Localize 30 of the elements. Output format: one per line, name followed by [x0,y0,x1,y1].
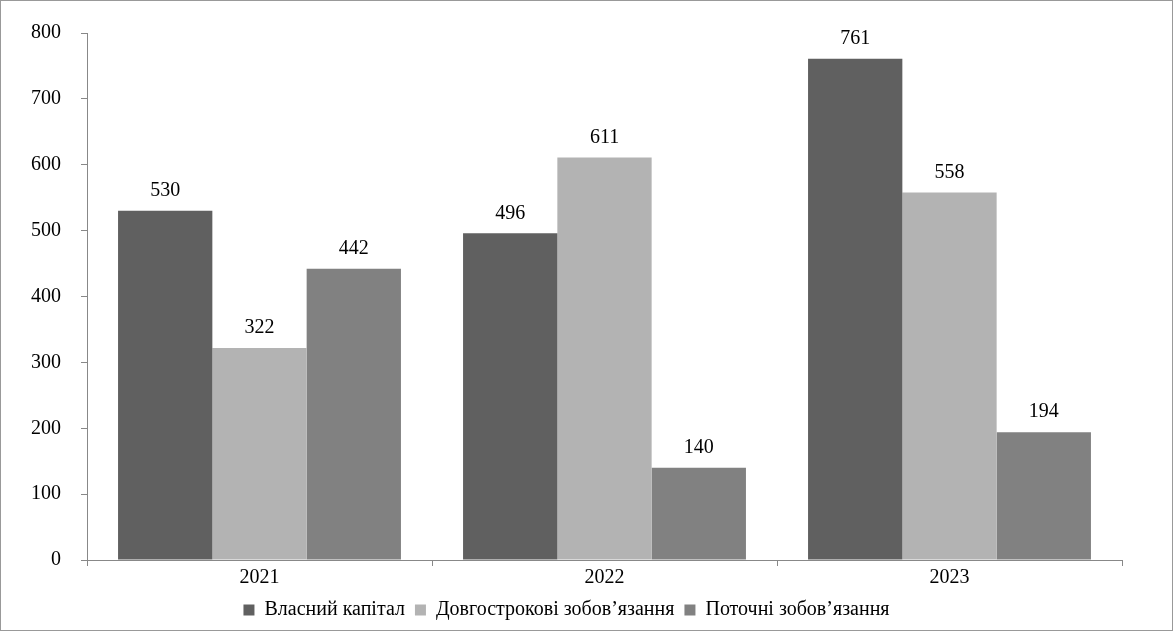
y-tick-label: 400 [31,283,61,306]
bar [808,58,903,560]
legend-label: Поточні зобов’язання [705,597,890,620]
legend-label: Довгострокові зобов’язання [435,597,675,621]
y-tick-label: 200 [31,415,61,438]
data-label: 140 [683,435,714,458]
data-label: 761 [840,25,871,48]
y-tick-label: 100 [31,481,61,504]
y-tick-label: 500 [31,217,61,240]
data-label: 442 [338,236,369,259]
data-label: 558 [934,159,965,182]
bar [902,192,997,560]
y-tick-label: 800 [31,20,61,43]
x-tick-label: 2022 [584,565,625,588]
y-tick-label: 700 [31,86,61,109]
y-tick-label: 0 [51,547,61,570]
x-tick-label: 2021 [239,565,280,588]
y-tick-label: 600 [31,152,61,174]
bar [118,210,213,560]
bar [212,347,307,560]
y-tick-label: 300 [31,349,61,372]
data-label: 530 [150,178,181,201]
bar [557,157,652,560]
data-label: 611 [589,124,620,147]
data-label: 496 [495,200,526,223]
data-label: 194 [1028,399,1059,422]
x-tick-label: 2023 [929,565,970,588]
legend-label: Власний капітал [264,597,405,620]
data-label: 322 [244,315,275,338]
bar [463,233,558,560]
